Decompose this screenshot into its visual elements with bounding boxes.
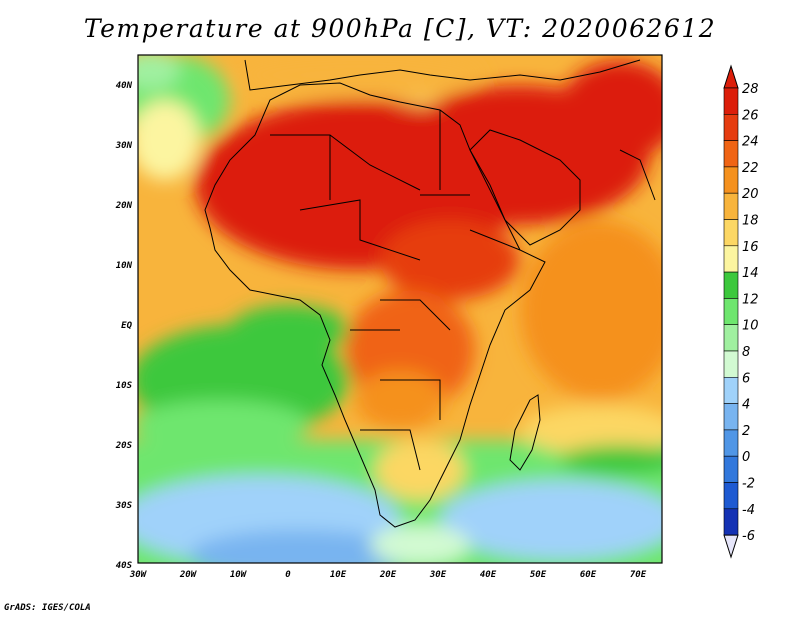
lat-label: 10N xyxy=(116,261,133,271)
lat-label: 20S xyxy=(115,441,133,451)
legend-label: 0 xyxy=(742,450,750,465)
chart-title: Temperature at 900hPa [C], VT: 202006261… xyxy=(83,14,717,43)
lon-label: 40E xyxy=(480,570,497,580)
lat-label: 10S xyxy=(116,381,133,391)
legend-label: 10 xyxy=(742,319,759,334)
lat-label: 20N xyxy=(115,201,133,211)
legend-swatch xyxy=(723,245,739,273)
lon-label: 60E xyxy=(580,570,597,580)
lat-label: 40N xyxy=(116,81,133,91)
coastlines xyxy=(204,59,656,528)
legend-arrow-top xyxy=(723,64,739,89)
legend-label: 22 xyxy=(742,161,759,176)
arabia-coastline xyxy=(469,129,581,246)
legend-label: -4 xyxy=(742,503,755,518)
legend-swatch xyxy=(723,219,739,247)
lon-label: 0 xyxy=(285,570,291,580)
map-frame xyxy=(137,54,663,564)
legend-label: -2 xyxy=(742,477,755,492)
legend-swatch xyxy=(723,87,739,115)
lon-label: 20E xyxy=(379,570,397,580)
legend-swatch xyxy=(723,508,739,536)
lon-label: 20W xyxy=(179,570,198,580)
legend-swatch xyxy=(723,271,739,299)
legend-label: 28 xyxy=(742,82,759,97)
africa-coastline xyxy=(204,82,546,528)
lon-label: 70E xyxy=(630,570,647,580)
legend-label: 16 xyxy=(742,240,759,255)
legend-label: 20 xyxy=(742,187,759,202)
madagascar-outline xyxy=(509,394,541,471)
legend-label: 14 xyxy=(742,266,759,281)
legend-swatch xyxy=(723,482,739,510)
legend-swatch xyxy=(723,114,739,141)
lon-label: 30W xyxy=(129,570,148,580)
legend-swatch xyxy=(723,376,739,404)
legend-label: 26 xyxy=(742,108,759,123)
temperature-field xyxy=(138,55,662,563)
legend-swatch xyxy=(723,350,739,378)
lat-label: 40S xyxy=(116,561,133,571)
legend-swatch xyxy=(723,455,739,483)
legend-label: 24 xyxy=(742,135,759,150)
india-coastline xyxy=(619,149,656,201)
legend-label: 2 xyxy=(742,424,750,439)
legend-label: 6 xyxy=(742,371,750,386)
europe-coastline xyxy=(244,59,641,91)
legend-swatch xyxy=(723,429,739,457)
legend-swatch xyxy=(723,192,739,220)
legend-label: -6 xyxy=(742,529,755,544)
lat-label: EQ xyxy=(121,321,132,331)
legend-swatch xyxy=(723,140,739,168)
legend-label: 12 xyxy=(742,292,759,307)
longitude-labels: 30W 20W 10W 0 10E 20E 30E 40E 50E 60E 70… xyxy=(129,570,647,580)
lat-label: 30N xyxy=(115,141,133,151)
legend-swatch xyxy=(723,403,739,431)
legend-label: 4 xyxy=(742,398,750,413)
legend-arrow-bottom xyxy=(723,534,739,559)
legend-label: 18 xyxy=(742,214,759,229)
lon-label: 10E xyxy=(330,570,347,580)
lon-label: 50E xyxy=(530,570,547,580)
lon-label: 10W xyxy=(230,570,248,580)
lon-label: 30E xyxy=(429,570,447,580)
legend-swatch xyxy=(723,166,739,194)
lat-label: 30S xyxy=(115,501,133,511)
latitude-labels: 40N 30N 20N 10N EQ 10S 20S 30S 40S xyxy=(115,81,133,571)
legend-swatch xyxy=(723,298,739,325)
credit-label: GrADS: IGES/COLA xyxy=(4,603,91,613)
legend-label: 8 xyxy=(742,345,750,360)
country-borders xyxy=(270,110,521,471)
legend-swatch xyxy=(723,324,739,352)
